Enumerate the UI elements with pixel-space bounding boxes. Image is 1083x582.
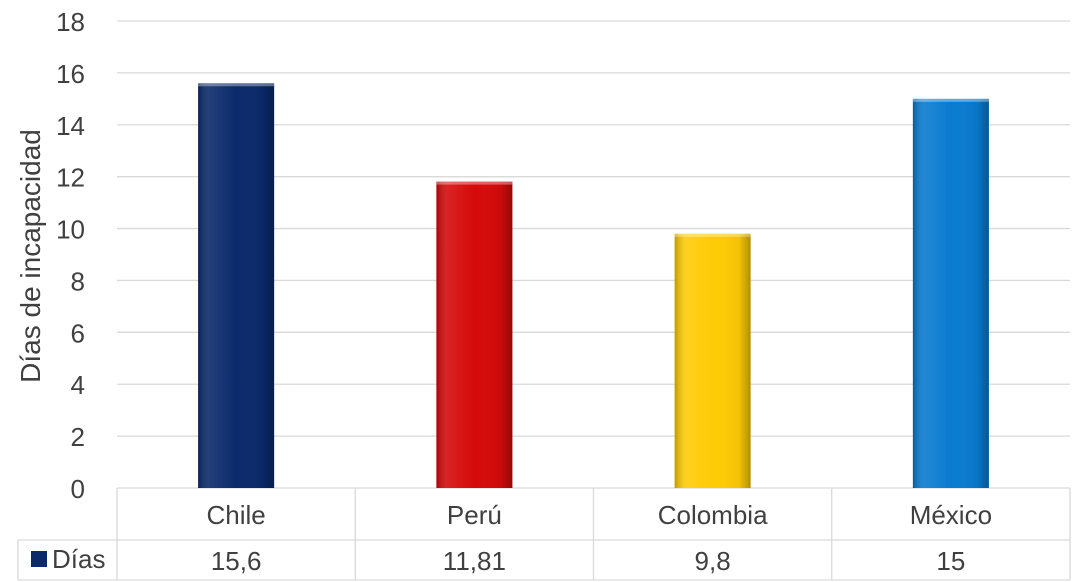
bar-shading <box>436 181 513 488</box>
y-tick-label: 8 <box>71 266 85 296</box>
value-label: 9,8 <box>695 546 731 576</box>
bar-shading <box>198 83 275 489</box>
bar-shading <box>674 233 751 488</box>
y-tick-label: 4 <box>71 370 85 400</box>
y-axis-label: Días de incapacidad <box>15 129 46 383</box>
category-label: Perú <box>447 500 502 530</box>
y-tick-label: 18 <box>56 7 85 37</box>
category-label: México <box>910 500 992 530</box>
value-label: 15 <box>936 546 965 576</box>
y-tick-label: 6 <box>71 318 85 348</box>
bar-top-highlight <box>912 98 989 102</box>
y-tick-label: 16 <box>56 59 85 89</box>
data-table: Chile 15,6 Perú 11,81 Colombia 9,8 México 15 Día… <box>17 488 1071 581</box>
legend-label: Días <box>52 544 105 574</box>
gridlines <box>117 20 1070 489</box>
value-label: 15,6 <box>211 546 262 576</box>
bar-top-highlight <box>436 181 513 185</box>
y-tick-label: 14 <box>56 111 85 141</box>
bar-top-highlight <box>674 233 751 237</box>
y-tick-label: 10 <box>56 215 85 245</box>
legend-swatch <box>31 551 47 567</box>
y-axis-ticks: 0 2 4 6 8 10 12 14 16 18 <box>56 7 85 504</box>
y-tick-label: 0 <box>71 474 85 504</box>
category-label: Chile <box>207 500 266 530</box>
y-tick-label: 2 <box>71 422 85 452</box>
category-label: Colombia <box>658 500 768 530</box>
value-label: 11,81 <box>443 546 506 576</box>
bar-top-highlight <box>198 83 275 87</box>
bars <box>198 83 989 489</box>
y-tick-label: 12 <box>56 163 85 193</box>
bar-shading <box>912 98 989 488</box>
